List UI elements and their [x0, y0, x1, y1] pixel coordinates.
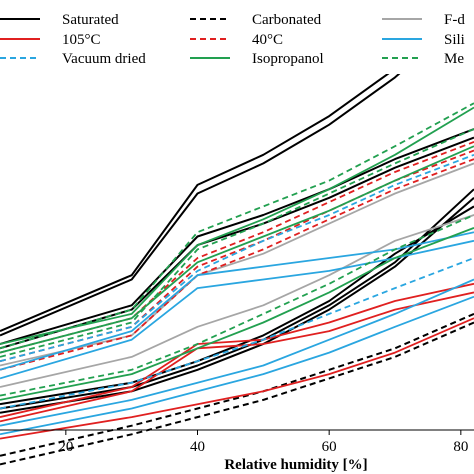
- series-line: [0, 317, 474, 440]
- series-line: [0, 7, 474, 337]
- series-line: [0, 291, 474, 423]
- legend-item: 40°C: [190, 32, 283, 48]
- x-tick-label: 20: [58, 439, 73, 455]
- series-line: [0, 312, 474, 457]
- legend-item: Saturated: [0, 12, 119, 28]
- legend-label: Saturated: [62, 12, 119, 28]
- series-line: [0, 102, 474, 350]
- legend-label: Isopropanol: [252, 51, 324, 67]
- series-line: [0, 128, 474, 358]
- series-line: [0, 257, 474, 410]
- series-line: [0, 214, 474, 397]
- series-line: [0, 141, 474, 354]
- legend-label: Carbonated: [252, 12, 322, 28]
- series-line: [0, 145, 474, 354]
- x-tick-label: 40: [190, 439, 205, 455]
- legend-label: Vacuum dried: [62, 51, 146, 67]
- series-line: [0, 278, 474, 427]
- x-ticks: 20 40 60 80: [58, 430, 468, 455]
- legend-label: Me: [444, 51, 464, 67]
- series-line: [0, 227, 474, 401]
- legend-item: 105°C: [0, 32, 101, 48]
- legend-label: F-d: [444, 12, 465, 28]
- series-line: [0, 214, 474, 388]
- series-line: [0, 321, 474, 466]
- series-line: [0, 153, 474, 363]
- series-line: [0, 158, 474, 371]
- x-tick-label: 80: [453, 439, 468, 455]
- x-tick-label: 60: [322, 439, 337, 455]
- x-axis-title: Relative humidity [%]: [224, 457, 367, 473]
- series-line: [0, 136, 474, 350]
- legend-item: F-d: [382, 12, 465, 28]
- series-line: [0, 295, 474, 436]
- series-line: [0, 106, 474, 345]
- legend-item: Carbonated: [190, 12, 322, 28]
- legend-background: [0, 0, 474, 74]
- legend-item: Vacuum dried: [0, 51, 146, 67]
- legend-label: 40°C: [252, 32, 283, 48]
- legend-label: Sili: [444, 32, 465, 48]
- series-line: [0, 128, 474, 345]
- legend-item: Isopropanol: [190, 51, 324, 67]
- legend-item: Sili: [382, 32, 465, 48]
- legend-item: Me: [382, 51, 464, 67]
- legend-label: 105°C: [62, 32, 101, 48]
- legend: Saturated Carbonated F-d 105°C 40°C Sili Vacuu…: [0, 12, 465, 67]
- series-line: [0, 162, 474, 367]
